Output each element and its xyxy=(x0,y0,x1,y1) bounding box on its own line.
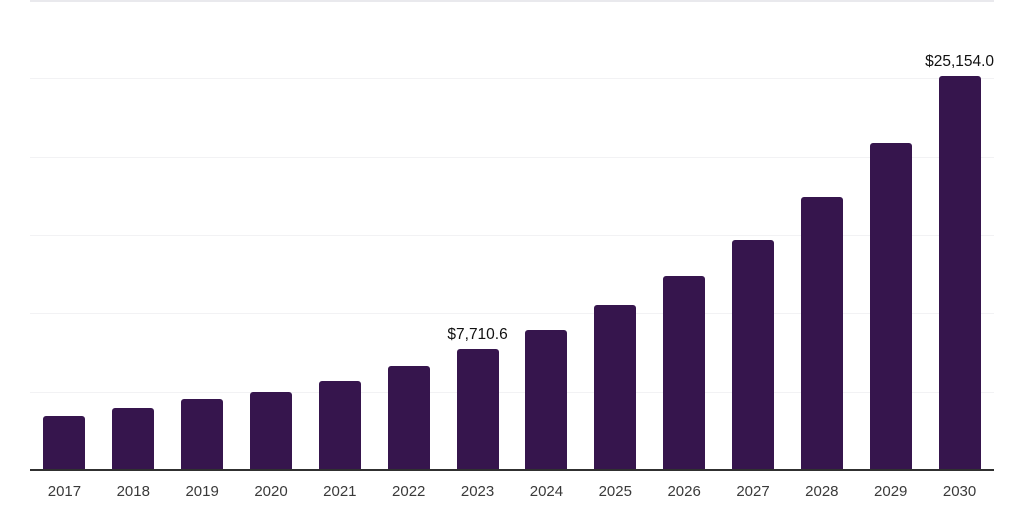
x-tick-label-2027: 2027 xyxy=(736,483,770,500)
x-axis-line xyxy=(30,469,994,471)
gridline-10000 xyxy=(30,313,994,315)
gridline-15000 xyxy=(30,235,994,236)
x-tick-label-2029: 2029 xyxy=(874,483,908,500)
x-tick-label-2025: 2025 xyxy=(598,483,632,500)
x-tick-label-2023: 2023 xyxy=(460,483,495,500)
bar-2023 xyxy=(456,349,499,470)
bar-2028 xyxy=(800,196,843,470)
gridline-30000 xyxy=(30,0,994,2)
x-tick-label-2019: 2019 xyxy=(185,483,219,500)
plot-area: $7,710.6 $25,154.0 xyxy=(30,0,995,471)
x-tick-label-2018: 2018 xyxy=(116,483,150,500)
value-label-2023: $7,710.6 xyxy=(447,326,508,344)
bar-2029 xyxy=(869,142,912,470)
value-label-2030: $25,154.0 xyxy=(925,52,995,70)
gridline-25000 xyxy=(30,78,994,80)
bar-2021 xyxy=(318,380,361,470)
bar-2022 xyxy=(387,365,430,470)
x-tick-label-2017: 2017 xyxy=(47,483,82,500)
x-tick-label-2028: 2028 xyxy=(805,483,839,500)
x-tick-label-2024: 2024 xyxy=(529,483,564,500)
bar-2018 xyxy=(112,407,155,470)
bar-2020 xyxy=(250,391,292,470)
bar-2027 xyxy=(732,239,774,470)
bar-2030 xyxy=(938,75,981,470)
bar-2025 xyxy=(594,304,637,470)
x-tick-label-2030: 2030 xyxy=(942,483,977,500)
x-tick-label-2026: 2026 xyxy=(667,483,701,500)
x-axis-labels: 2017 2018 2019 2020 2021 2022 2023 2024 2025 2026… xyxy=(30,471,994,511)
bar-2024 xyxy=(525,329,568,470)
bar-2019 xyxy=(181,398,224,470)
x-tick-label-2021: 2021 xyxy=(323,483,357,500)
gridline-5000 xyxy=(30,391,994,393)
bar-2017 xyxy=(43,415,86,470)
gridline-20000 xyxy=(30,156,994,158)
bar-2026 xyxy=(663,275,706,470)
x-tick-label-2022: 2022 xyxy=(392,483,426,500)
x-tick-label-2020: 2020 xyxy=(254,483,288,500)
